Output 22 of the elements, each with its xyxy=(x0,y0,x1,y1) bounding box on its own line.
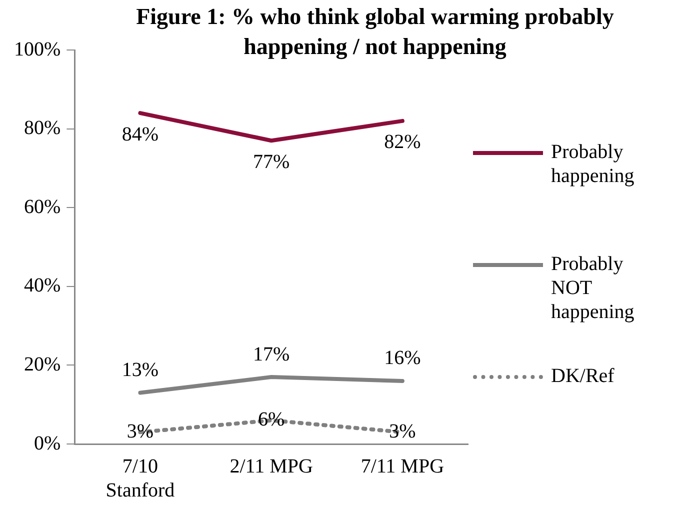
legend-label: DK/Ref xyxy=(551,364,616,388)
chart-title: Figure 1: % who think global warming probably happening / not happening xyxy=(135,3,615,62)
legend-label: Probably NOT happening xyxy=(551,252,636,324)
y-tick-label: 80% xyxy=(24,117,61,140)
data-label: 3% xyxy=(389,420,416,442)
y-tick-label: 0% xyxy=(34,432,61,454)
data-label: 82% xyxy=(384,131,421,154)
legend-label: Probably happening xyxy=(551,140,636,188)
y-tick-label: 100% xyxy=(14,38,61,60)
data-label: 77% xyxy=(252,150,290,173)
data-label: 13% xyxy=(122,359,159,382)
data-label: 3% xyxy=(126,420,154,442)
y-tick-label: 60% xyxy=(24,196,61,218)
data-label: 6% xyxy=(258,408,285,431)
data-label: 17% xyxy=(252,343,290,366)
data-label: 16% xyxy=(384,347,421,370)
y-tick-label: 20% xyxy=(24,353,61,376)
data-label: 84% xyxy=(122,123,159,146)
x-tick-label: 7/10 Stanford xyxy=(106,455,175,502)
y-tick-label: 40% xyxy=(24,274,61,297)
x-tick-label: 7/11 MPG xyxy=(360,455,444,478)
x-tick-label: 2/11 MPG xyxy=(230,455,313,478)
